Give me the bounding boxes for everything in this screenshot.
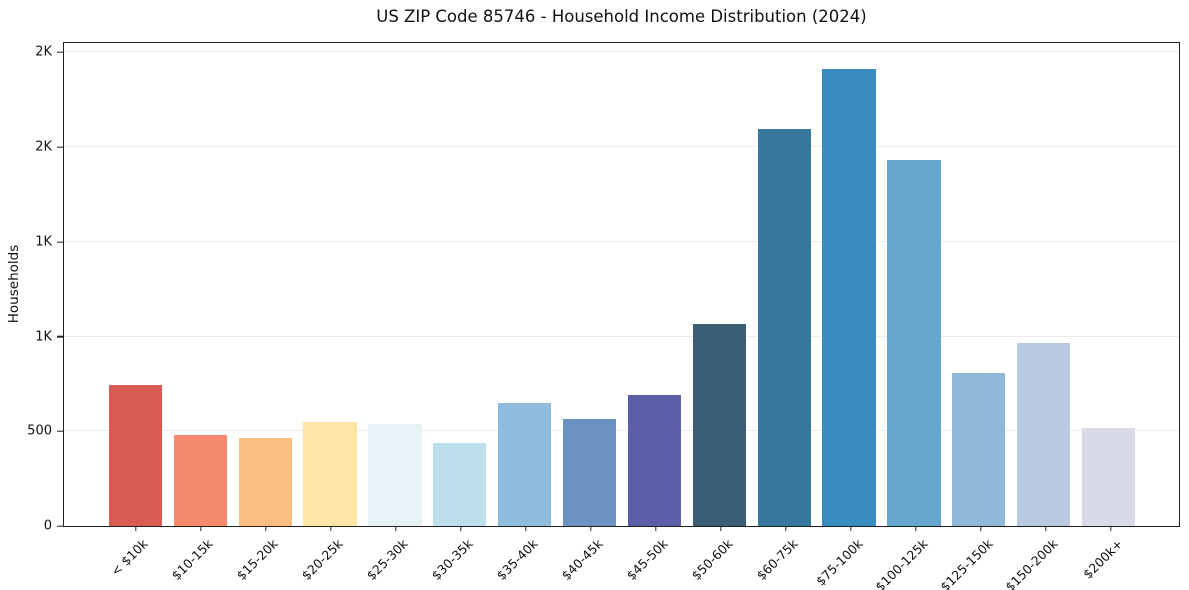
bar-$100-125k <box>887 160 941 526</box>
bar-$15-20k <box>238 437 292 526</box>
y-tick-label: 2K <box>35 44 52 60</box>
bar-slot <box>557 43 622 526</box>
bar-slot <box>492 43 557 526</box>
bar-$45-50k <box>627 395 682 526</box>
bar-slot <box>752 43 817 526</box>
chart-title: US ZIP Code 85746 - Household Income Dis… <box>376 7 867 26</box>
bar-$25-30k <box>368 423 422 526</box>
x-tick <box>914 526 917 531</box>
bar-$125-150k <box>952 372 1006 526</box>
y-tick <box>57 51 64 54</box>
y-tick <box>57 146 64 148</box>
bar-slot <box>817 43 882 526</box>
bar-$40-45k <box>562 418 617 526</box>
bar-slot <box>298 43 363 526</box>
x-tick <box>1109 526 1112 531</box>
x-tick <box>654 526 657 531</box>
x-axis-labels: < $10k $10-15k $15-20k $20-25k $25-30k $30-35… <box>64 526 1179 590</box>
bar-slot <box>233 43 298 526</box>
gridline <box>64 335 1179 337</box>
bar-$75-100k <box>822 68 876 526</box>
bar-$30-35k <box>433 442 487 526</box>
bar-< $10k <box>108 384 163 526</box>
gridline <box>64 240 1179 242</box>
y-tick-label: 1K <box>35 234 52 250</box>
x-tick <box>589 526 592 531</box>
y-axis-label: Households <box>6 244 22 324</box>
x-tick <box>394 526 397 531</box>
x-tick <box>1044 526 1047 531</box>
x-tick <box>459 526 462 531</box>
bar-$20-25k <box>303 421 357 526</box>
y-tick <box>57 430 64 432</box>
y-tick-label: 2K <box>35 139 52 155</box>
gridline <box>64 146 1179 148</box>
x-tick <box>524 526 527 531</box>
bar-$200k+ <box>1081 428 1136 526</box>
bar-slot <box>363 43 428 526</box>
y-tick-label: 1K <box>35 329 52 345</box>
bar-slot <box>1011 43 1076 526</box>
bar-slot <box>946 43 1011 526</box>
y-tick <box>57 525 64 527</box>
bar-slot <box>882 43 947 526</box>
bar-slot <box>687 43 752 526</box>
y-tick <box>57 241 64 243</box>
gridline <box>64 51 1179 53</box>
bar-slot <box>168 43 233 526</box>
plot-area: 0 500 1K 1K 2K 2K < $10k $10-15k $15-20k $20-25k… <box>27 42 1180 590</box>
bar-slot <box>103 43 168 526</box>
bar-$50-60k <box>692 324 746 526</box>
bar-slot <box>622 43 687 526</box>
x-tick <box>264 526 267 531</box>
x-tick <box>784 526 787 531</box>
y-tick-label: 0 <box>43 518 52 534</box>
bar-$150-200k <box>1017 343 1071 526</box>
x-tick <box>849 526 852 531</box>
bar-$10-15k <box>173 435 227 526</box>
x-tick <box>199 526 202 531</box>
y-tick-label: 500 <box>27 423 52 439</box>
bar-$60-75k <box>757 129 811 526</box>
y-tick <box>57 335 64 338</box>
x-tick <box>134 526 137 531</box>
x-tick <box>979 526 982 531</box>
bar-slot <box>427 43 492 526</box>
bars <box>103 43 1141 526</box>
bar-slot <box>1076 43 1141 526</box>
bar-$35-40k <box>498 402 552 526</box>
x-tick <box>329 526 332 531</box>
x-tick <box>719 526 722 531</box>
gridline <box>64 430 1179 432</box>
x-tick-label: < $10k <box>107 536 151 579</box>
